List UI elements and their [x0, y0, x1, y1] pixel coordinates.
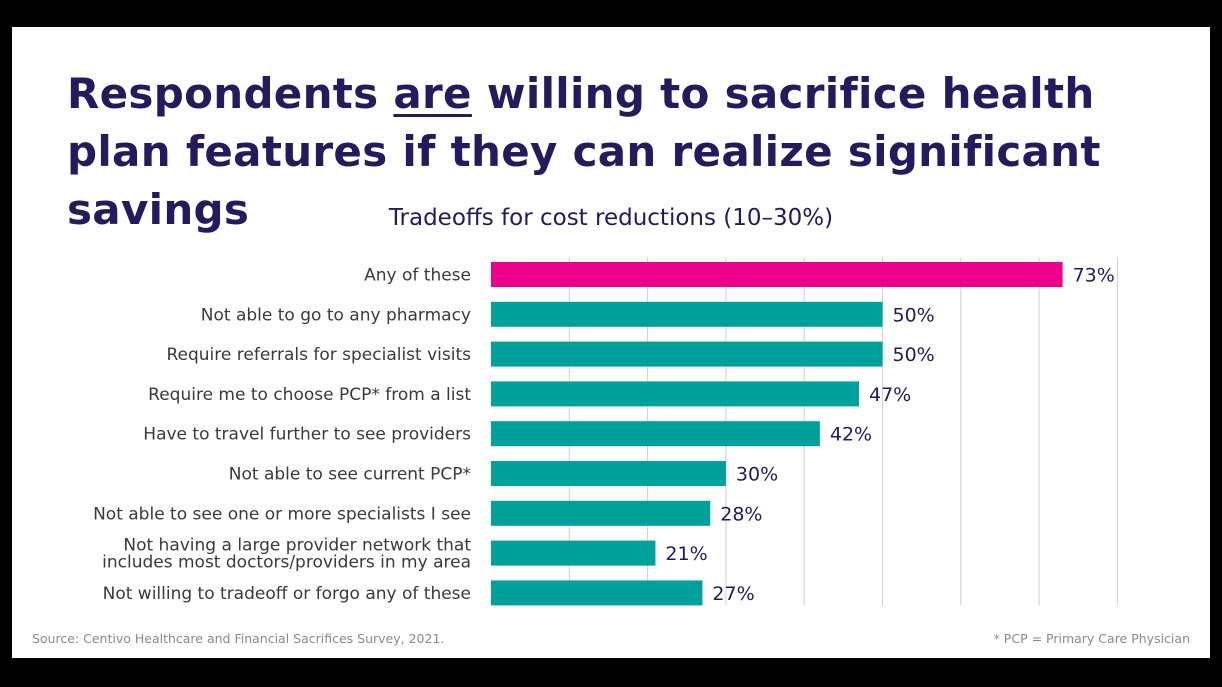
category-label: Not willing to tradeoff or forgo any of …: [103, 584, 471, 604]
bar: [491, 301, 883, 327]
value-label: 42%: [830, 424, 872, 446]
bar: [491, 421, 820, 447]
value-label: 50%: [893, 344, 935, 366]
title-emphasis: are: [393, 69, 472, 118]
category-label: Not having a large provider network that…: [102, 536, 471, 573]
category-label: Any of these: [364, 266, 471, 286]
bar: [491, 500, 711, 526]
source-note: Source: Centivo Healthcare and Financial…: [32, 631, 445, 646]
value-label: 30%: [736, 464, 778, 486]
footnote: * PCP = Primary Care Physician: [993, 631, 1190, 646]
value-label: 73%: [1073, 265, 1115, 287]
bar: [491, 341, 883, 367]
category-label: Not able to see current PCP*: [229, 465, 471, 485]
chart-title: Tradeoffs for cost reductions (10–30%): [388, 205, 834, 231]
value-label: 50%: [893, 304, 935, 326]
slide: Respondents are willing to sacrifice hea…: [12, 27, 1210, 658]
category-label: Require referrals for specialist visits: [166, 345, 471, 365]
category-label: Not able to see one or more specialists …: [93, 504, 471, 524]
title-part-2: willing to sacrifice health plan feature…: [67, 69, 1101, 234]
bar: [491, 540, 656, 566]
slide-title: Respondents are willing to sacrifice hea…: [67, 65, 1187, 239]
category-label: Have to travel further to see providers: [143, 425, 471, 445]
value-label: 28%: [720, 503, 762, 525]
bar: [491, 381, 860, 407]
category-label: Not able to go to any pharmacy: [201, 305, 471, 325]
bar-chart: 73% Any of these 50% Not able to go to any …: [93, 257, 1118, 606]
title-part-1: Respondents: [67, 69, 394, 118]
bar: [491, 580, 703, 606]
value-label: 47%: [869, 384, 911, 406]
bar: [491, 461, 726, 486]
category-label: Require me to choose PCP* from a list: [148, 385, 471, 405]
value-label: 27%: [712, 583, 754, 605]
bar: [491, 262, 1063, 287]
value-label: 21%: [665, 543, 707, 565]
